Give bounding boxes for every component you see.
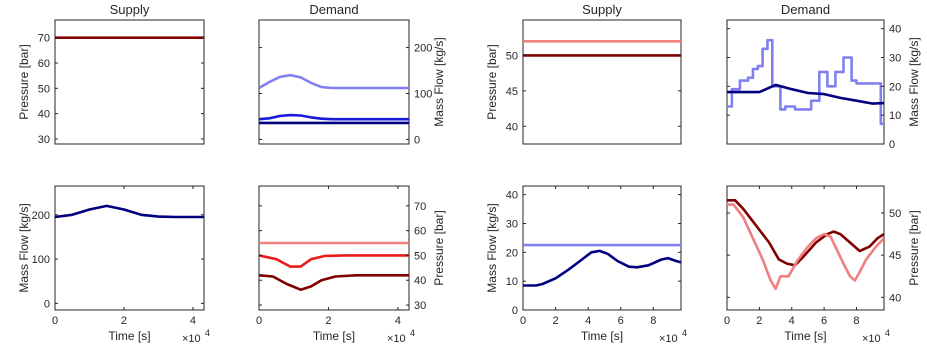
axes-frame xyxy=(258,185,410,311)
y-tick-label: 20 xyxy=(506,247,518,259)
x-multiplier: ×10 xyxy=(659,333,678,345)
y-tick-label: 30 xyxy=(506,218,518,230)
x-tick-label: 4 xyxy=(585,315,591,327)
y-tick-label: 0 xyxy=(512,305,518,317)
y-tick-label: 200 xyxy=(414,43,432,55)
x-tick-label: 2 xyxy=(756,315,762,327)
x-axis-label: Time [s] xyxy=(581,329,623,343)
y-tick-label: 50 xyxy=(889,208,901,220)
x-tick-label: 6 xyxy=(821,315,827,327)
y-tick-label: 30 xyxy=(889,52,901,64)
x-tick-label: 2 xyxy=(325,315,331,327)
x-tick-label: 6 xyxy=(618,315,624,327)
series-line-2 xyxy=(259,254,409,268)
y-tick-label: 50 xyxy=(414,250,426,262)
x-multiplier-exponent: 4 xyxy=(205,328,210,338)
y-tick-label: 45 xyxy=(889,250,901,262)
subplot-7: 0 10 20 30 40 0 2 4 6 8 Mass Flow [kg/s] Time [s] ×1… xyxy=(485,185,687,345)
axes-frame xyxy=(54,19,205,145)
y-tick-label: 0 xyxy=(889,139,895,151)
axes-frame xyxy=(726,185,885,311)
x-tick-label: 0 xyxy=(256,315,262,327)
y-tick-label: 70 xyxy=(38,33,50,45)
series-line-1 xyxy=(727,199,884,267)
x-tick-label: 0 xyxy=(520,315,526,327)
series-line-2 xyxy=(523,249,681,287)
subplot-title: Demand xyxy=(309,2,358,17)
y-axis-label: Mass Flow [kg/s] xyxy=(907,37,921,126)
y-tick-label: 0 xyxy=(44,298,50,310)
x-axis-label: Time [s] xyxy=(784,329,826,343)
x-tick-label: 0 xyxy=(52,315,58,327)
x-tick-label: 8 xyxy=(853,315,859,327)
subplot-8: 40 45 50 0 2 4 6 8 Pressure [bar] Time [s] ×10 4 xyxy=(724,185,921,345)
subplot-1: 30 40 50 60 70 Supply Pressure [bar] xyxy=(17,2,205,146)
subplot-title: Supply xyxy=(582,2,622,17)
y-tick-label: 40 xyxy=(506,190,518,202)
x-axis-label: Time [s] xyxy=(108,329,150,343)
x-axis-label: Time [s] xyxy=(313,329,355,343)
series-line-2 xyxy=(259,113,409,121)
subplot-title: Demand xyxy=(781,2,830,17)
y-tick-label: 40 xyxy=(414,275,426,287)
y-tick-label: 40 xyxy=(889,24,901,36)
series-line-1 xyxy=(259,73,409,90)
x-multiplier-exponent: 4 xyxy=(682,328,687,338)
y-tick-label: 30 xyxy=(38,134,50,146)
y-axis-label: Mass Flow [kg/s] xyxy=(485,203,499,292)
y-axis-label: Pressure [bar] xyxy=(907,210,921,285)
y-tick-label: 10 xyxy=(889,110,901,122)
y-axis-label: Pressure [bar] xyxy=(432,210,446,285)
series-line-1 xyxy=(55,204,204,219)
series-line-2 xyxy=(727,83,884,105)
y-axis-label: Mass Flow [kg/s] xyxy=(432,37,446,126)
y-tick-label: 40 xyxy=(38,109,50,121)
y-tick-label: 40 xyxy=(889,292,901,304)
x-multiplier-exponent: 4 xyxy=(410,328,415,338)
x-tick-label: 4 xyxy=(190,315,196,327)
x-tick-label: 2 xyxy=(121,315,127,327)
axes-frame xyxy=(522,19,682,145)
x-tick-label: 4 xyxy=(789,315,795,327)
subplot-title: Supply xyxy=(110,2,150,17)
x-multiplier-exponent: 4 xyxy=(885,328,890,338)
axes-frame xyxy=(522,185,682,311)
y-tick-label: 50 xyxy=(38,83,50,95)
y-tick-label: 100 xyxy=(414,88,432,100)
x-tick-label: 8 xyxy=(650,315,656,327)
x-multiplier: ×10 xyxy=(862,333,881,345)
y-tick-label: 40 xyxy=(506,121,518,133)
axes-frame xyxy=(54,185,205,311)
subplot-3: 40 45 50 Supply Pressure [bar] xyxy=(485,2,682,145)
y-tick-label: 0 xyxy=(414,134,420,146)
axes-frame xyxy=(726,19,885,145)
y-tick-label: 20 xyxy=(889,81,901,93)
subplot-6: 30 40 50 60 70 0 2 4 Pressure [bar] Time [s] ×10 4 xyxy=(256,185,446,345)
series-line-1 xyxy=(727,38,884,126)
y-axis-label: Mass Flow [kg/s] xyxy=(17,203,31,292)
x-tick-label: 0 xyxy=(724,315,730,327)
x-tick-label: 4 xyxy=(395,315,401,327)
y-tick-label: 60 xyxy=(38,58,50,70)
axes-frame xyxy=(258,19,410,145)
x-multiplier: ×10 xyxy=(387,333,406,345)
y-tick-label: 30 xyxy=(414,300,426,312)
y-tick-label: 45 xyxy=(506,86,518,98)
y-tick-label: 200 xyxy=(32,210,50,222)
subplot-2: 0 100 200 Demand Mass Flow [kg/s] xyxy=(258,2,446,146)
x-tick-label: 2 xyxy=(553,315,559,327)
series-line-2 xyxy=(727,203,884,291)
series-line-3 xyxy=(259,274,409,291)
y-tick-label: 10 xyxy=(506,276,518,288)
y-tick-label: 60 xyxy=(414,226,426,238)
y-axis-label: Pressure [bar] xyxy=(17,44,31,119)
y-axis-label: Pressure [bar] xyxy=(485,44,499,119)
y-tick-label: 100 xyxy=(32,254,50,266)
y-tick-label: 70 xyxy=(414,201,426,213)
x-multiplier: ×10 xyxy=(182,333,201,345)
subplot-5: 0 100 200 0 2 4 Mass Flow [kg/s] Time [s] ×10 4 xyxy=(17,185,210,345)
subplot-4: 0 10 20 30 40 Demand Mass Flow [kg/s] xyxy=(726,2,921,151)
y-tick-label: 50 xyxy=(506,50,518,62)
